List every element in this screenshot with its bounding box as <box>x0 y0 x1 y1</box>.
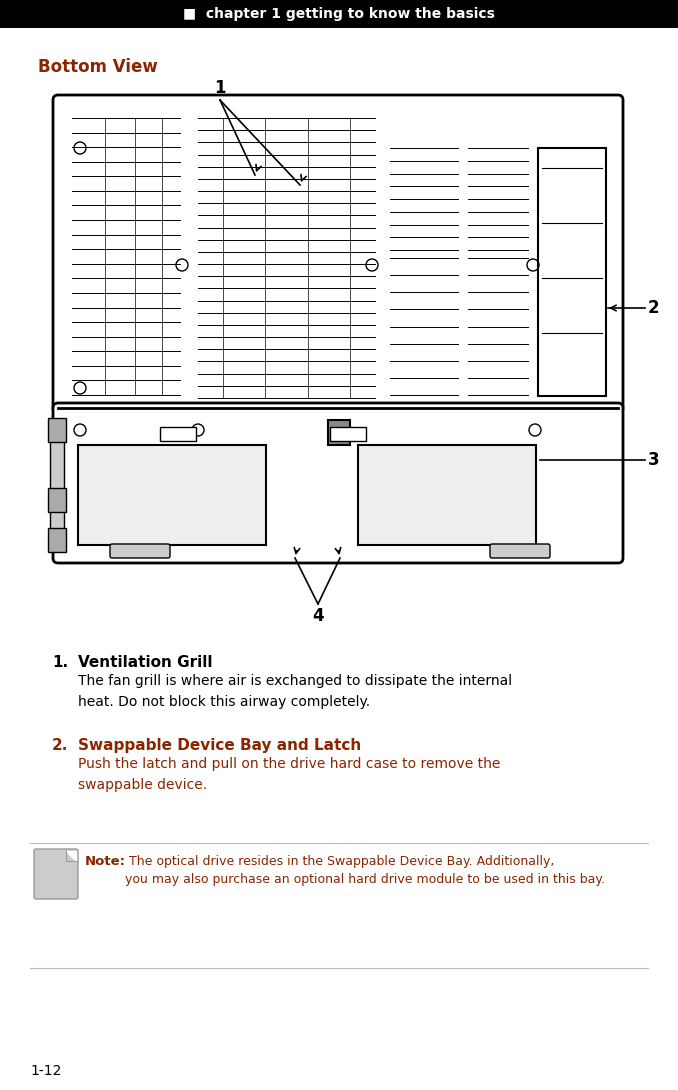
Bar <box>78 445 266 545</box>
Text: Note:: Note: <box>85 855 126 868</box>
Bar <box>358 445 536 545</box>
FancyBboxPatch shape <box>53 403 623 564</box>
Text: The fan grill is where air is exchanged to dissipate the internal
heat. Do not b: The fan grill is where air is exchanged … <box>78 674 512 710</box>
Bar <box>48 488 66 512</box>
Text: 4: 4 <box>312 607 324 625</box>
Text: Swappable Device Bay and Latch: Swappable Device Bay and Latch <box>78 738 361 753</box>
Text: 1.: 1. <box>52 655 68 670</box>
Text: Ventilation Grill: Ventilation Grill <box>78 655 212 670</box>
FancyBboxPatch shape <box>34 849 78 899</box>
Bar <box>160 427 196 441</box>
Text: ■  chapter 1 getting to know the basics: ■ chapter 1 getting to know the basics <box>183 7 495 21</box>
Bar <box>48 528 66 552</box>
Text: 2.: 2. <box>52 738 68 753</box>
Bar <box>330 427 366 441</box>
Text: 3: 3 <box>648 451 660 469</box>
Bar <box>0 0 678 28</box>
Bar <box>328 420 350 445</box>
FancyBboxPatch shape <box>490 544 550 558</box>
Bar <box>50 428 64 548</box>
Text: Bottom View: Bottom View <box>38 58 158 76</box>
Polygon shape <box>66 851 76 861</box>
Text: 1: 1 <box>214 78 226 97</box>
Text: 1-12: 1-12 <box>30 1064 62 1078</box>
Bar <box>48 417 66 443</box>
FancyBboxPatch shape <box>53 95 623 413</box>
Text: 2: 2 <box>648 299 660 317</box>
Text: The optical drive resides in the Swappable Device Bay. Additionally,
you may als: The optical drive resides in the Swappab… <box>125 855 605 886</box>
Text: Push the latch and pull on the drive hard case to remove the
swappable device.: Push the latch and pull on the drive har… <box>78 756 500 792</box>
Bar <box>538 148 606 396</box>
FancyBboxPatch shape <box>110 544 170 558</box>
